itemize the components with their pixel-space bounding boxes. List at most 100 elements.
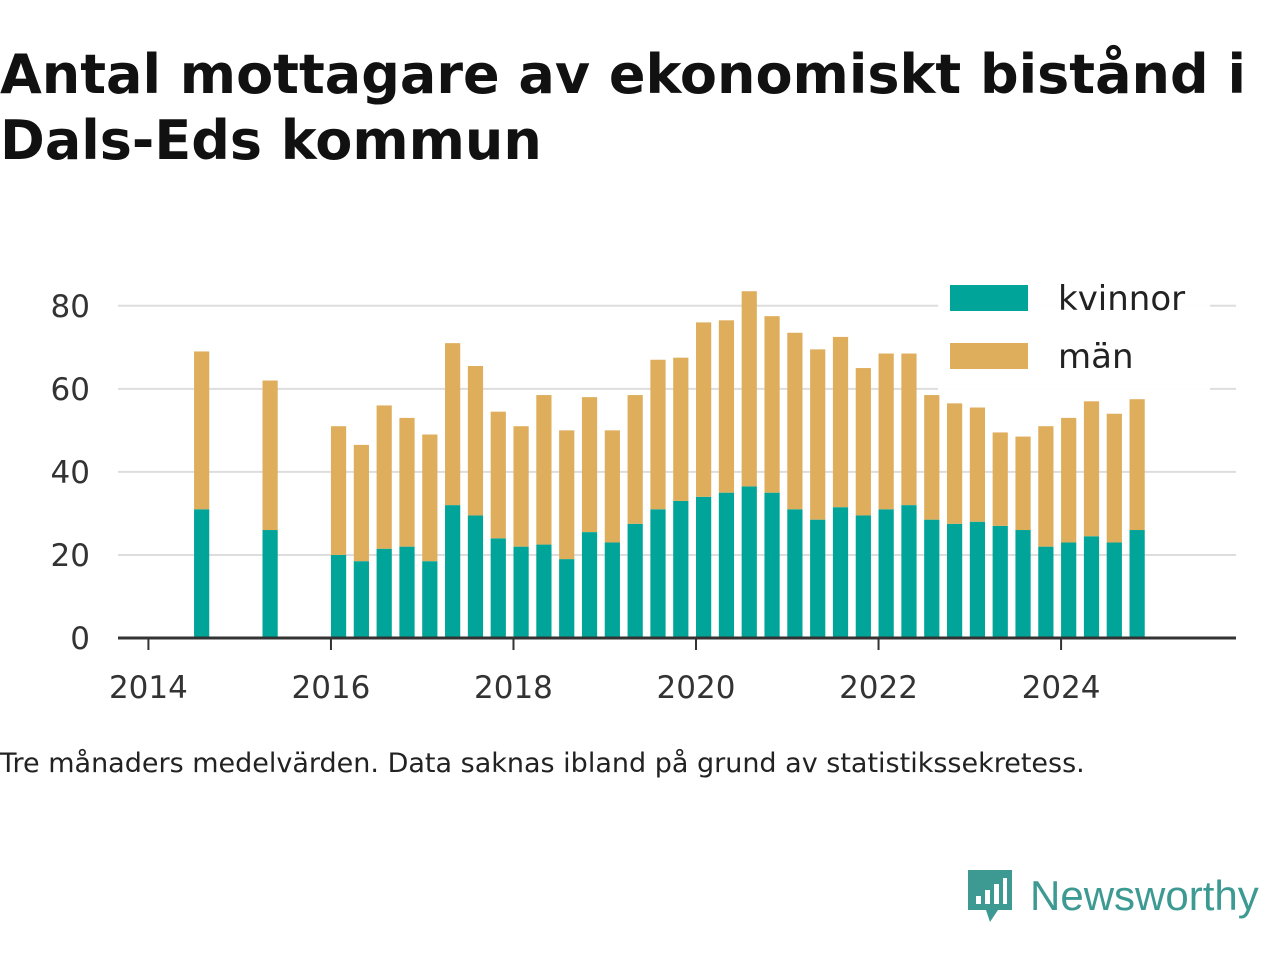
x-tick-label: 2024 [1022, 670, 1101, 706]
bar-man [1061, 417, 1077, 543]
bar-man [490, 411, 506, 539]
bar-kvinnor [946, 523, 963, 638]
bar-kvinnor [581, 532, 598, 638]
bar-kvinnor [901, 505, 917, 638]
bar-kvinnor [604, 542, 620, 638]
legend-label: män [1058, 337, 1134, 377]
y-tick-label: 60 [51, 372, 90, 408]
bar-man [445, 343, 461, 506]
bar-kvinnor [1061, 542, 1077, 638]
bar-man [330, 426, 347, 555]
bar-kvinnor [353, 561, 369, 638]
bar-kvinnor [262, 530, 278, 638]
bar-kvinnor [445, 505, 461, 638]
bar-kvinnor [878, 509, 894, 638]
bar-man [194, 351, 210, 510]
bar-man [718, 320, 735, 493]
bar-man [399, 417, 415, 547]
bar-man [376, 405, 392, 549]
bar-kvinnor [924, 519, 940, 638]
bar-man [536, 395, 552, 545]
bar-kvinnor [330, 554, 347, 638]
bar-man [787, 332, 803, 510]
bars [194, 291, 1145, 638]
bar-man [467, 365, 484, 516]
bar-man [1083, 401, 1100, 537]
bar-kvinnor [650, 509, 666, 638]
bar-kvinnor [490, 538, 506, 638]
bar-man [262, 380, 278, 531]
legend-swatch-man [950, 343, 1028, 369]
newsworthy-logo-icon [968, 870, 1012, 922]
y-tick-label: 40 [51, 455, 90, 491]
bar-kvinnor [764, 492, 780, 638]
chart-title: Antal mottagare av ekonomiskt bistånd i … [0, 43, 1246, 172]
x-tick-label: 2020 [657, 670, 736, 706]
bar-man [422, 434, 438, 562]
bar-man [878, 353, 894, 510]
bar-kvinnor [810, 519, 826, 638]
bar-man [650, 359, 666, 510]
brand-name: Newsworthy [1030, 872, 1259, 919]
bar-man [924, 395, 940, 520]
brand: Newsworthy [964, 866, 1259, 926]
bar-man [741, 291, 757, 487]
bar-kvinnor [627, 523, 643, 638]
bar-kvinnor [741, 486, 757, 638]
bar-kvinnor [1106, 542, 1122, 638]
bar-man [627, 395, 643, 524]
bar-man [969, 407, 986, 522]
bar-man [1129, 399, 1145, 531]
bar-kvinnor [422, 561, 438, 638]
bar-man [696, 322, 712, 497]
x-tick-label: 2014 [109, 670, 188, 706]
x-tick-label: 2016 [291, 670, 370, 706]
bar-man [1038, 426, 1054, 547]
bar-kvinnor [718, 492, 735, 638]
bar-kvinnor [992, 525, 1008, 638]
x-tick-label: 2022 [839, 670, 918, 706]
bar-kvinnor [855, 515, 871, 638]
bar-kvinnor [969, 521, 986, 638]
chart-caption: Tre månaders medelvärden. Data saknas ib… [0, 748, 1085, 779]
x-tick-label: 2018 [474, 670, 553, 706]
legend: kvinnor män [938, 272, 1210, 390]
bar-man [581, 397, 598, 533]
bar-kvinnor [536, 544, 552, 638]
bar-kvinnor [696, 496, 712, 638]
bar-kvinnor [787, 509, 803, 638]
y-tick-label: 80 [51, 289, 90, 325]
bar-kvinnor [673, 500, 689, 638]
bar-man [832, 336, 849, 508]
bar-man [810, 349, 826, 520]
bar-man [673, 357, 689, 501]
bar-kvinnor [399, 546, 415, 638]
bar-kvinnor [513, 546, 529, 638]
axes: 0 20 40 60 80 2014 2016 2018 2020 2022 2024 [51, 289, 1236, 706]
bar-man [946, 403, 963, 524]
bar-man [1015, 436, 1031, 531]
bar-kvinnor [194, 509, 210, 638]
bar-man [764, 316, 780, 493]
bar-man [855, 368, 871, 516]
bar-man [992, 432, 1008, 526]
bar-kvinnor [559, 559, 575, 638]
bar-kvinnor [832, 507, 849, 638]
bar-man [901, 353, 917, 506]
bar-man [559, 430, 575, 560]
y-tick-label: 20 [51, 538, 90, 574]
bar-man [604, 430, 620, 543]
bar-man [1106, 413, 1122, 543]
legend-label: kvinnor [1058, 279, 1185, 319]
bar-kvinnor [1083, 536, 1100, 638]
y-tick-label: 0 [70, 621, 90, 657]
bar-man [353, 444, 369, 562]
bar-kvinnor [1129, 530, 1145, 638]
legend-swatch-kvinnor [950, 285, 1028, 311]
bar-kvinnor [376, 548, 392, 638]
bar-kvinnor [1015, 530, 1031, 638]
bar-kvinnor [467, 515, 484, 638]
bar-man [513, 426, 529, 547]
bar-kvinnor [1038, 546, 1054, 638]
